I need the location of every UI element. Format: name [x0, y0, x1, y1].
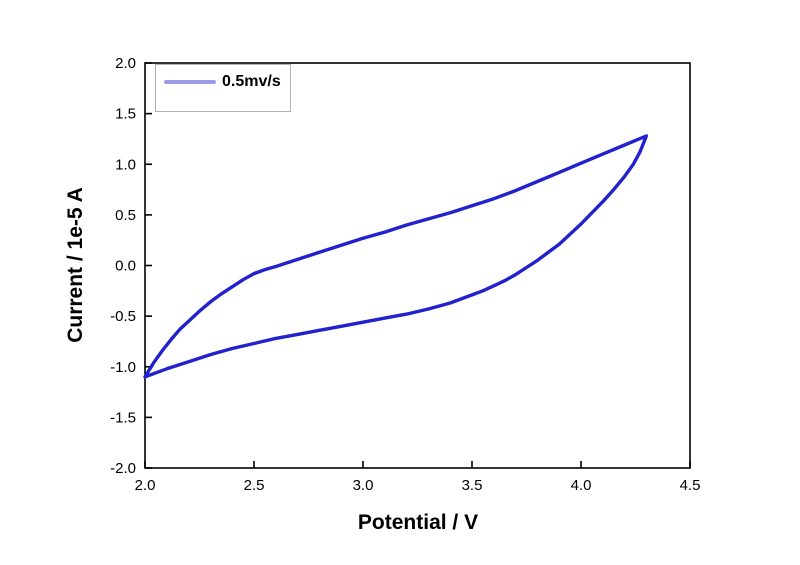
legend-line-sample — [164, 80, 216, 84]
x-tick-label: 4.0 — [571, 477, 592, 494]
x-tick-label: 3.5 — [462, 477, 483, 494]
legend: 0.5mv/s — [155, 64, 291, 112]
y-tick-label: -1.0 — [110, 359, 136, 376]
y-tick-label: 1.0 — [115, 156, 136, 173]
y-tick-label: 0.0 — [115, 258, 136, 275]
y-tick-label: 0.5 — [115, 207, 136, 224]
legend-label: 0.5mv/s — [222, 73, 281, 90]
x-tick-label: 3.0 — [353, 477, 374, 494]
y-tick-label: -0.5 — [110, 308, 136, 325]
y-axis-title: Current / 1e-5 A — [64, 187, 87, 343]
x-tick-label: 4.5 — [680, 477, 701, 494]
y-tick-label: -1.5 — [110, 409, 136, 426]
y-tick-label: -2.0 — [110, 460, 136, 477]
x-axis-title: Potential / V — [357, 511, 479, 534]
x-tick-label: 2.5 — [244, 477, 265, 494]
y-tick-label: 1.5 — [115, 106, 136, 123]
cv-curve — [143, 134, 649, 379]
y-tick-label: 2.0 — [115, 55, 136, 72]
x-tick-label: 2.0 — [135, 477, 156, 494]
plot-frame — [144, 62, 691, 469]
